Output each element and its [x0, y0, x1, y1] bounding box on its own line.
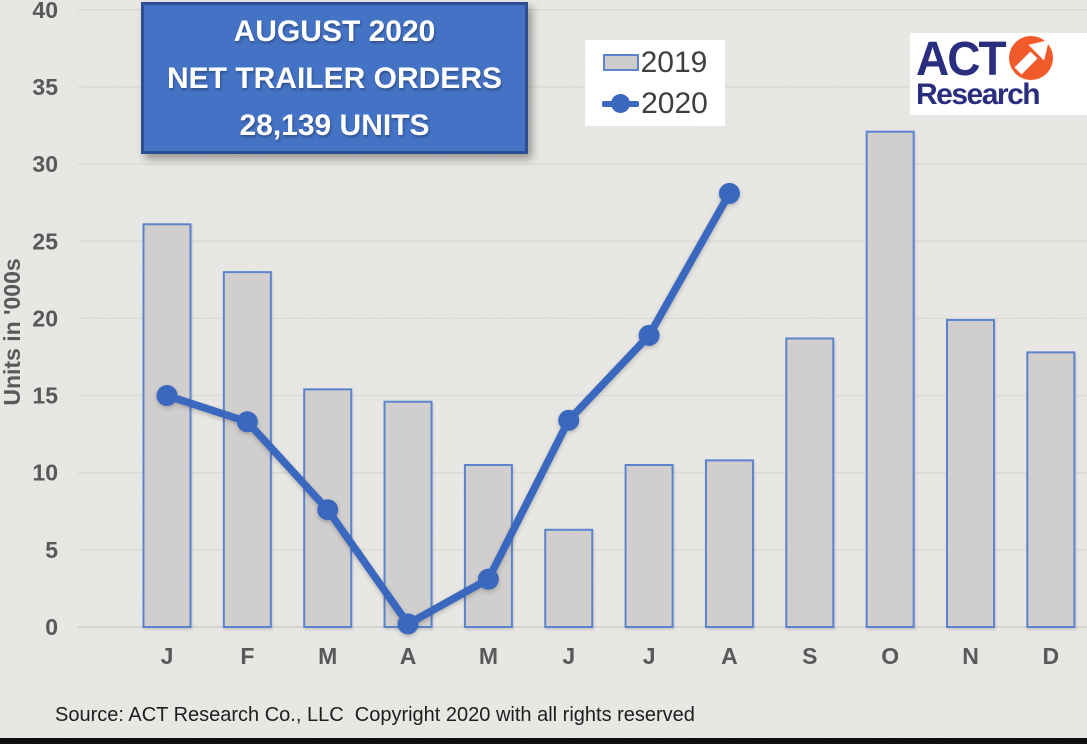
- y-tick-label-0: 0: [45, 614, 58, 640]
- line-2020: [156, 182, 740, 635]
- marker-2020-8: [718, 182, 740, 204]
- logo-top-row: ACT: [916, 34, 1087, 82]
- y-tick-label-5: 5: [45, 537, 58, 563]
- y-tick-label-15: 15: [32, 383, 58, 409]
- y-tick-label-40: 40: [32, 0, 58, 23]
- y-tick-label-25: 25: [32, 228, 58, 254]
- bar-2019-12: [1026, 351, 1076, 628]
- title-line-3: 28,139 UNITS: [239, 108, 430, 142]
- x-tick-label-2: F: [240, 643, 254, 669]
- title-line-2: NET TRAILER ORDERS: [166, 61, 502, 95]
- y-axis-title: Units in '000s: [0, 258, 25, 405]
- bar-2019-6: [544, 528, 594, 629]
- x-tick-label-6: J: [562, 643, 575, 669]
- bar-2019-11: [946, 318, 995, 628]
- act-research-logo: ACT Research: [910, 33, 1087, 115]
- axis-labels: 0 5 10 15 20 25 30 35 40 Units in '000s J F M A M J J A S O…: [0, 0, 1059, 669]
- marker-2020-7: [638, 324, 660, 346]
- marker-2020-4: [397, 613, 419, 635]
- logo-word-research: Research: [916, 78, 1041, 111]
- bar-2019-3: [303, 388, 353, 628]
- logo-word-act: ACT: [916, 33, 1007, 86]
- bottom-border: [0, 738, 1087, 744]
- x-tick-label-4: A: [400, 643, 417, 669]
- x-tick-label-9: S: [802, 643, 817, 669]
- bars-2019: [142, 130, 1076, 629]
- legend-swatch-line-marker-icon: [602, 94, 640, 113]
- bar-2019-4: [383, 400, 433, 628]
- source-note: Source: ACT Research Co., LLC Copyright …: [55, 704, 695, 726]
- marker-2020-3: [317, 499, 339, 521]
- bar-2019-2: [222, 271, 272, 628]
- marker-2020-2: [236, 411, 258, 433]
- bar-2019-7: [624, 463, 674, 628]
- legend-item-2020: 2020: [602, 87, 708, 121]
- x-tick-label-8: A: [721, 643, 738, 669]
- x-tick-label-5: M: [479, 643, 498, 669]
- marker-2020-5: [477, 568, 499, 590]
- bar-2019-1: [142, 223, 192, 628]
- y-tick-label-35: 35: [32, 74, 58, 100]
- x-tick-label-1: J: [161, 643, 174, 669]
- bar-2019-8: [704, 459, 754, 628]
- y-tick-label-20: 20: [32, 305, 58, 331]
- x-tick-label-3: M: [318, 643, 337, 669]
- bar-2019-5: [463, 463, 513, 628]
- x-tick-label-10: O: [881, 643, 899, 669]
- legend-swatch-bar-icon: [602, 54, 639, 71]
- x-tick-label-7: J: [643, 643, 656, 669]
- legend: 2019 2020: [585, 40, 725, 126]
- marker-2020-1: [156, 385, 178, 407]
- legend-label-2020: 2020: [641, 86, 708, 120]
- y-tick-label-10: 10: [32, 460, 58, 486]
- legend-item-2019: 2019: [602, 45, 708, 80]
- x-tick-label-12: D: [1043, 643, 1060, 669]
- marker-2020-6: [558, 409, 580, 431]
- arrow-up-right-icon: [1008, 36, 1053, 80]
- bar-2019-10: [865, 130, 915, 629]
- x-tick-label-11: N: [962, 643, 979, 669]
- chart-title-box: AUGUST 2020 NET TRAILER ORDERS 28,139 UN…: [141, 2, 528, 154]
- line-series-2020: [163, 189, 734, 628]
- title-line-1: AUGUST 2020: [233, 14, 436, 48]
- bar-2019-9: [785, 337, 835, 628]
- legend-label-2019: 2019: [640, 45, 708, 79]
- y-tick-label-30: 30: [32, 151, 58, 177]
